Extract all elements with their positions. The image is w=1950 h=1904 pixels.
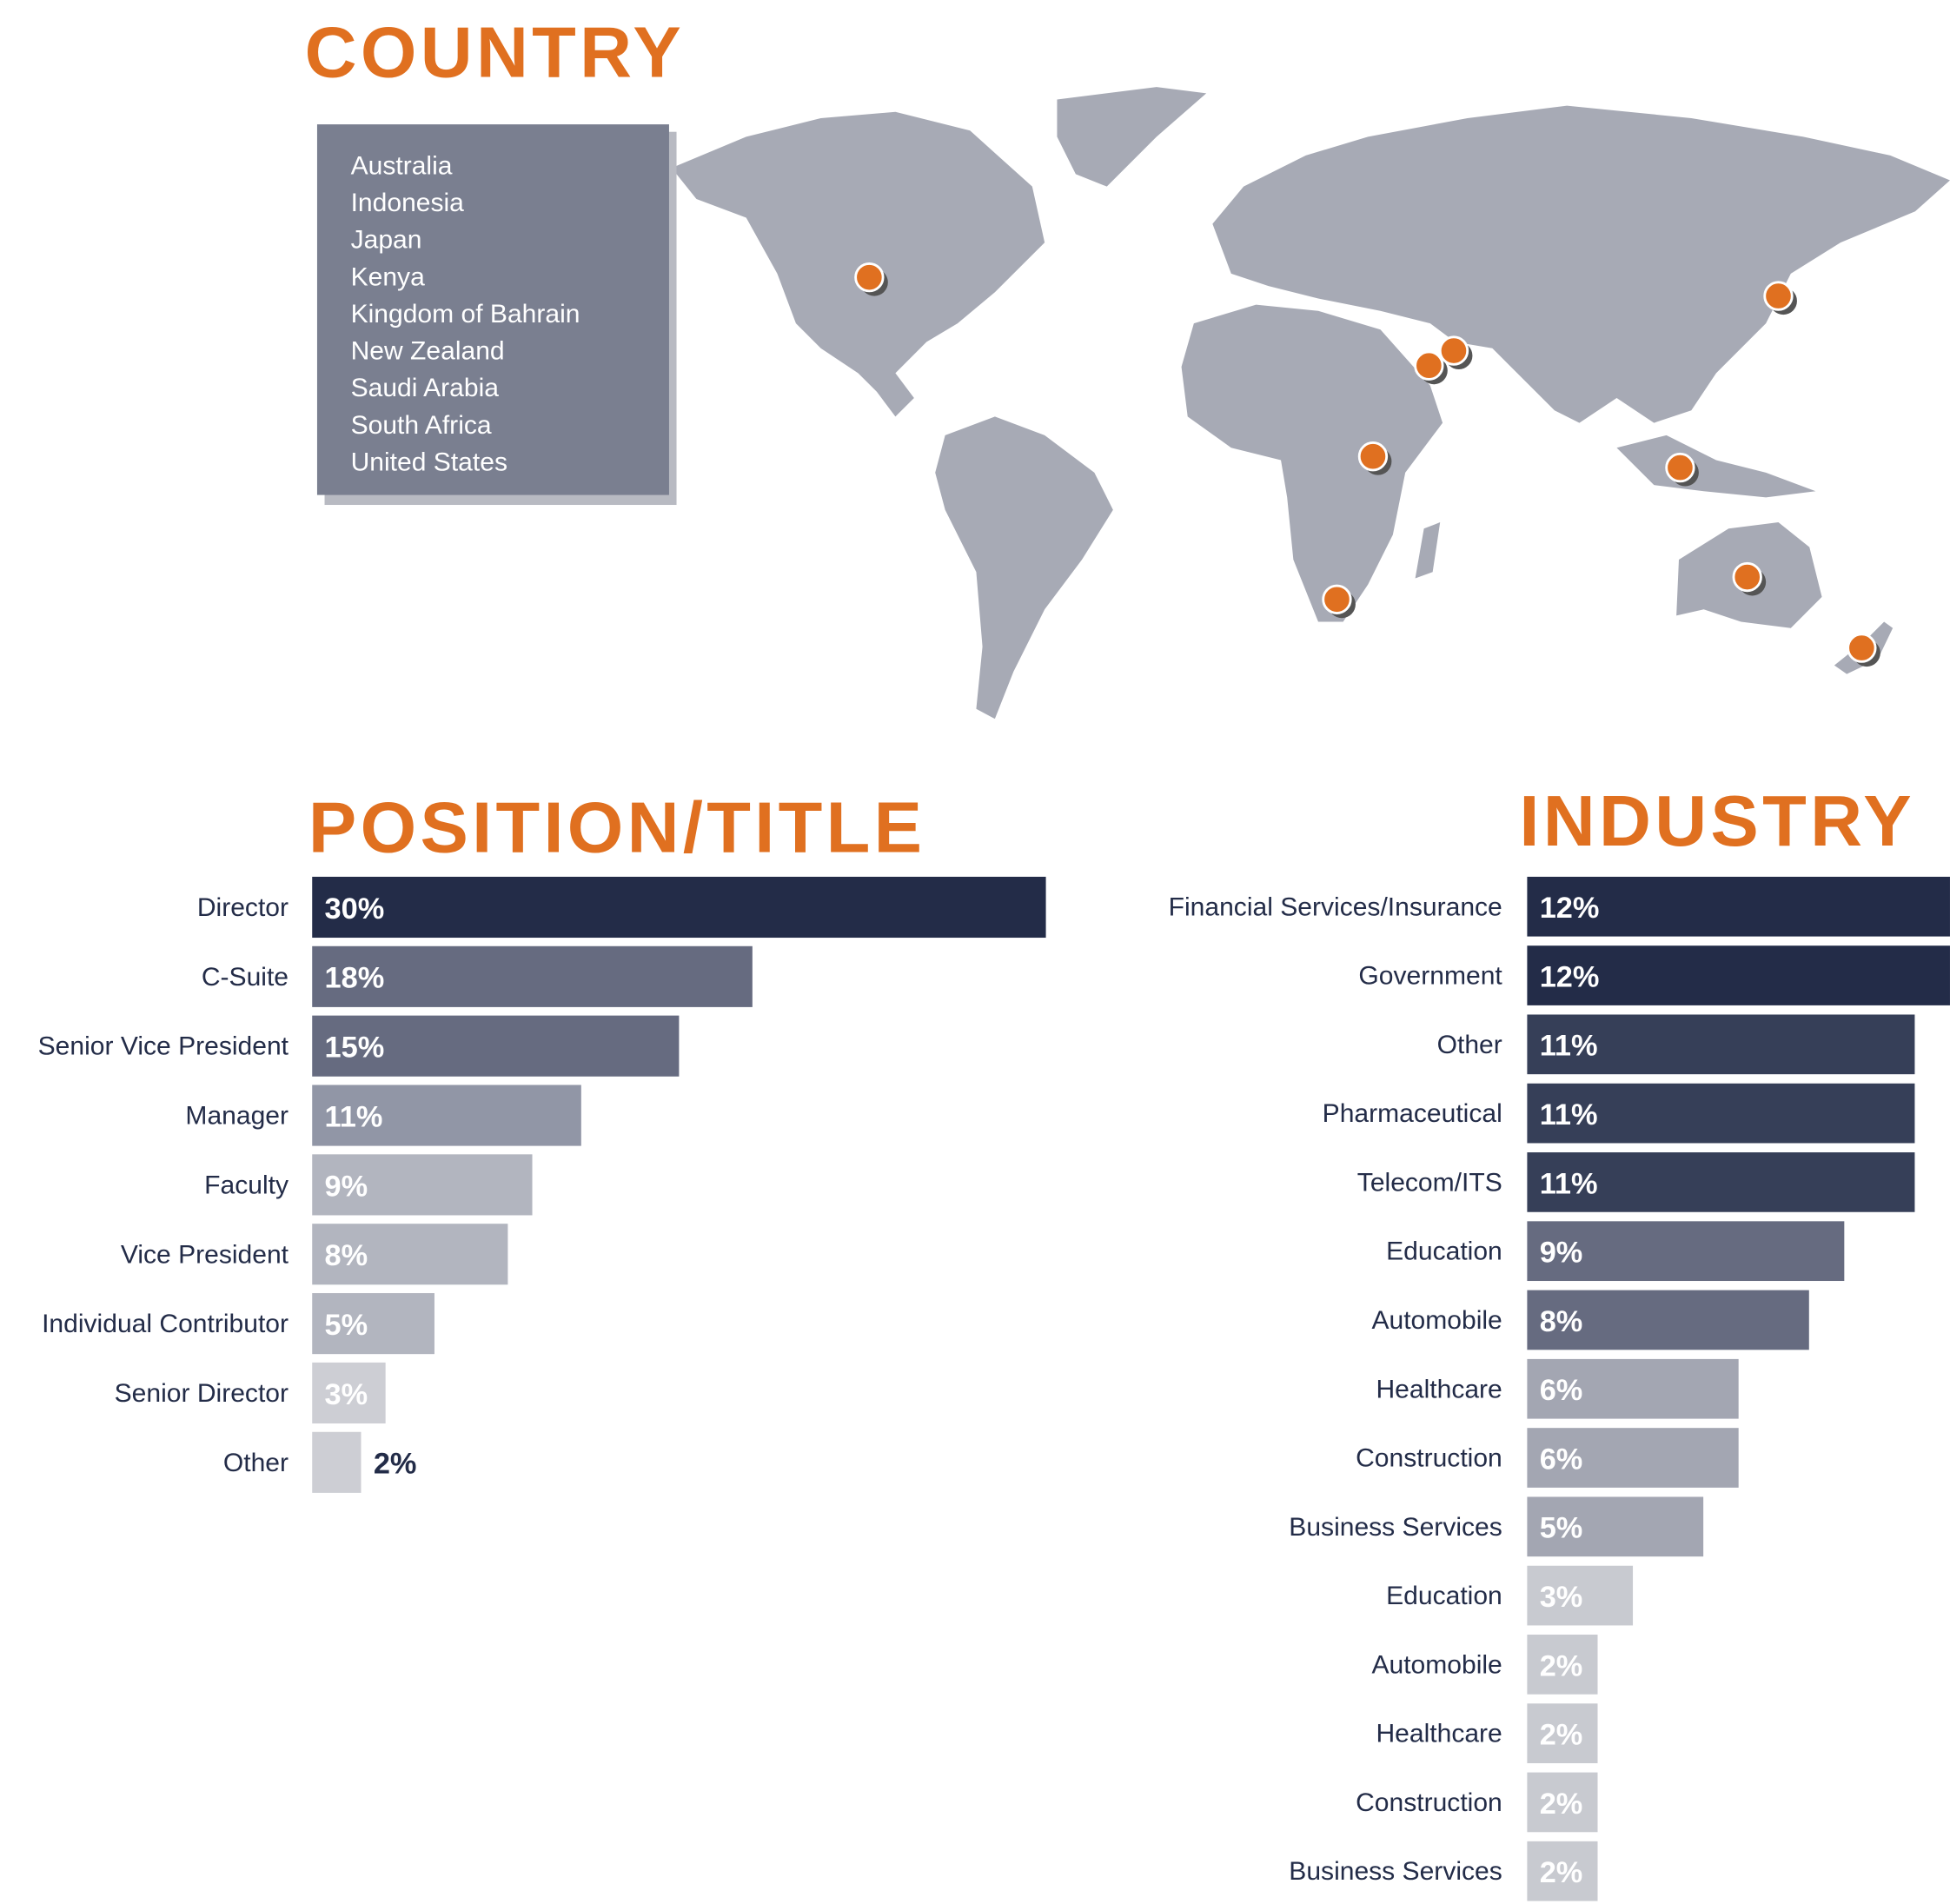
value-label: 8% <box>325 1239 368 1272</box>
value-label: 11% <box>325 1100 383 1133</box>
bar <box>312 1431 361 1493</box>
bar <box>1527 1635 1598 1695</box>
bar <box>1527 1772 1598 1833</box>
africa <box>1181 304 1443 622</box>
bar <box>1527 945 1950 1005</box>
country-name: New Zealand <box>351 337 505 366</box>
value-label: 5% <box>325 1309 368 1342</box>
bar <box>1527 1565 1634 1626</box>
value-label: 18% <box>325 962 385 995</box>
country-name: Australia <box>351 151 453 180</box>
country-box <box>316 124 669 495</box>
value-label: 3% <box>325 1378 368 1411</box>
category-label: Healthcare <box>1376 1375 1502 1403</box>
bar <box>1527 876 1950 937</box>
category-label: Business Services <box>1289 1857 1502 1886</box>
country-name: Kenya <box>351 262 425 291</box>
category-label: Construction <box>1356 1444 1502 1473</box>
north-america <box>671 111 1045 417</box>
category-label: Construction <box>1356 1788 1502 1817</box>
bar <box>1527 1358 1739 1419</box>
bar <box>312 1362 386 1424</box>
bar <box>312 945 753 1007</box>
bar <box>1527 1841 1598 1901</box>
category-label: Telecom/ITS <box>1357 1168 1502 1197</box>
bar <box>1527 1152 1915 1212</box>
country-name: Japan <box>351 226 422 255</box>
value-label: 12% <box>1540 960 1600 993</box>
category-label: Vice President <box>121 1240 289 1269</box>
category-label: Financial Services/Insurance <box>1169 892 1502 921</box>
country-name: United States <box>351 448 507 477</box>
value-label: 15% <box>325 1032 385 1065</box>
country-markers <box>854 262 1880 667</box>
value-label: 6% <box>1540 1443 1583 1476</box>
bar <box>1527 1290 1809 1350</box>
category-label: Individual Contributor <box>42 1310 289 1338</box>
category-label: Automobile <box>1371 1650 1502 1679</box>
value-label: 2% <box>1540 1788 1583 1821</box>
country-name: Indonesia <box>351 189 465 217</box>
category-label: C-Suite <box>202 963 289 992</box>
category-label: Senior Director <box>115 1379 289 1408</box>
greenland <box>1057 87 1207 187</box>
bar <box>1527 1083 1915 1144</box>
bar <box>1527 1496 1704 1557</box>
category-label: Government <box>1358 962 1502 991</box>
world-map <box>671 87 1950 720</box>
category-label: Senior Vice President <box>38 1032 289 1061</box>
value-label: 3% <box>1540 1581 1583 1614</box>
category-label: Director <box>197 893 289 922</box>
bar <box>312 1085 581 1146</box>
bar <box>312 1015 680 1077</box>
bar <box>312 876 1046 939</box>
category-label: Automobile <box>1371 1306 1502 1335</box>
category-label: Other <box>1437 1031 1502 1059</box>
category-label: Other <box>223 1449 289 1477</box>
bar <box>1527 1014 1915 1075</box>
bar <box>1527 1703 1598 1764</box>
value-label: 2% <box>1540 1719 1583 1752</box>
country-name: Saudi Arabia <box>351 374 500 402</box>
category-label: Healthcare <box>1376 1720 1502 1748</box>
chart-title: INDUSTRY <box>1519 780 1915 861</box>
category-label: Education <box>1386 1582 1502 1610</box>
bar <box>312 1154 533 1216</box>
value-label: 11% <box>1540 1030 1598 1063</box>
value-label: 12% <box>1540 892 1600 925</box>
country-list: Australia Indonesia Japan Kenya Kingdom of B… <box>351 151 580 476</box>
value-label: 2% <box>1540 1649 1583 1682</box>
south-america <box>935 416 1113 720</box>
category-label: Manager <box>185 1102 289 1131</box>
value-label: 11% <box>1540 1098 1598 1131</box>
value-label: 11% <box>1540 1167 1598 1200</box>
category-label: Business Services <box>1289 1513 1502 1542</box>
madagascar <box>1415 522 1441 579</box>
chart-title: POSITION/TITLE <box>308 786 925 867</box>
category-label: Pharmaceutical <box>1323 1099 1502 1128</box>
bar <box>312 1224 508 1285</box>
category-label: Faculty <box>204 1171 289 1199</box>
value-label: 30% <box>325 892 385 925</box>
country-title: COUNTRY <box>305 12 685 93</box>
value-label: 6% <box>1540 1374 1583 1407</box>
southeast-asia <box>1616 435 1816 498</box>
country-name: Kingdom of Bahrain <box>351 300 580 328</box>
value-label: 8% <box>1540 1305 1583 1338</box>
value-label: 5% <box>1540 1512 1583 1545</box>
value-label: 2% <box>374 1448 417 1481</box>
country-name: South Africa <box>351 411 492 440</box>
eurasia <box>1212 105 1950 423</box>
bar <box>1527 1428 1739 1488</box>
bar <box>312 1293 434 1355</box>
category-label: Education <box>1386 1237 1502 1266</box>
bar <box>1527 1221 1845 1282</box>
value-label: 9% <box>1540 1237 1583 1270</box>
value-label: 2% <box>1540 1856 1583 1889</box>
value-label: 9% <box>325 1170 368 1203</box>
